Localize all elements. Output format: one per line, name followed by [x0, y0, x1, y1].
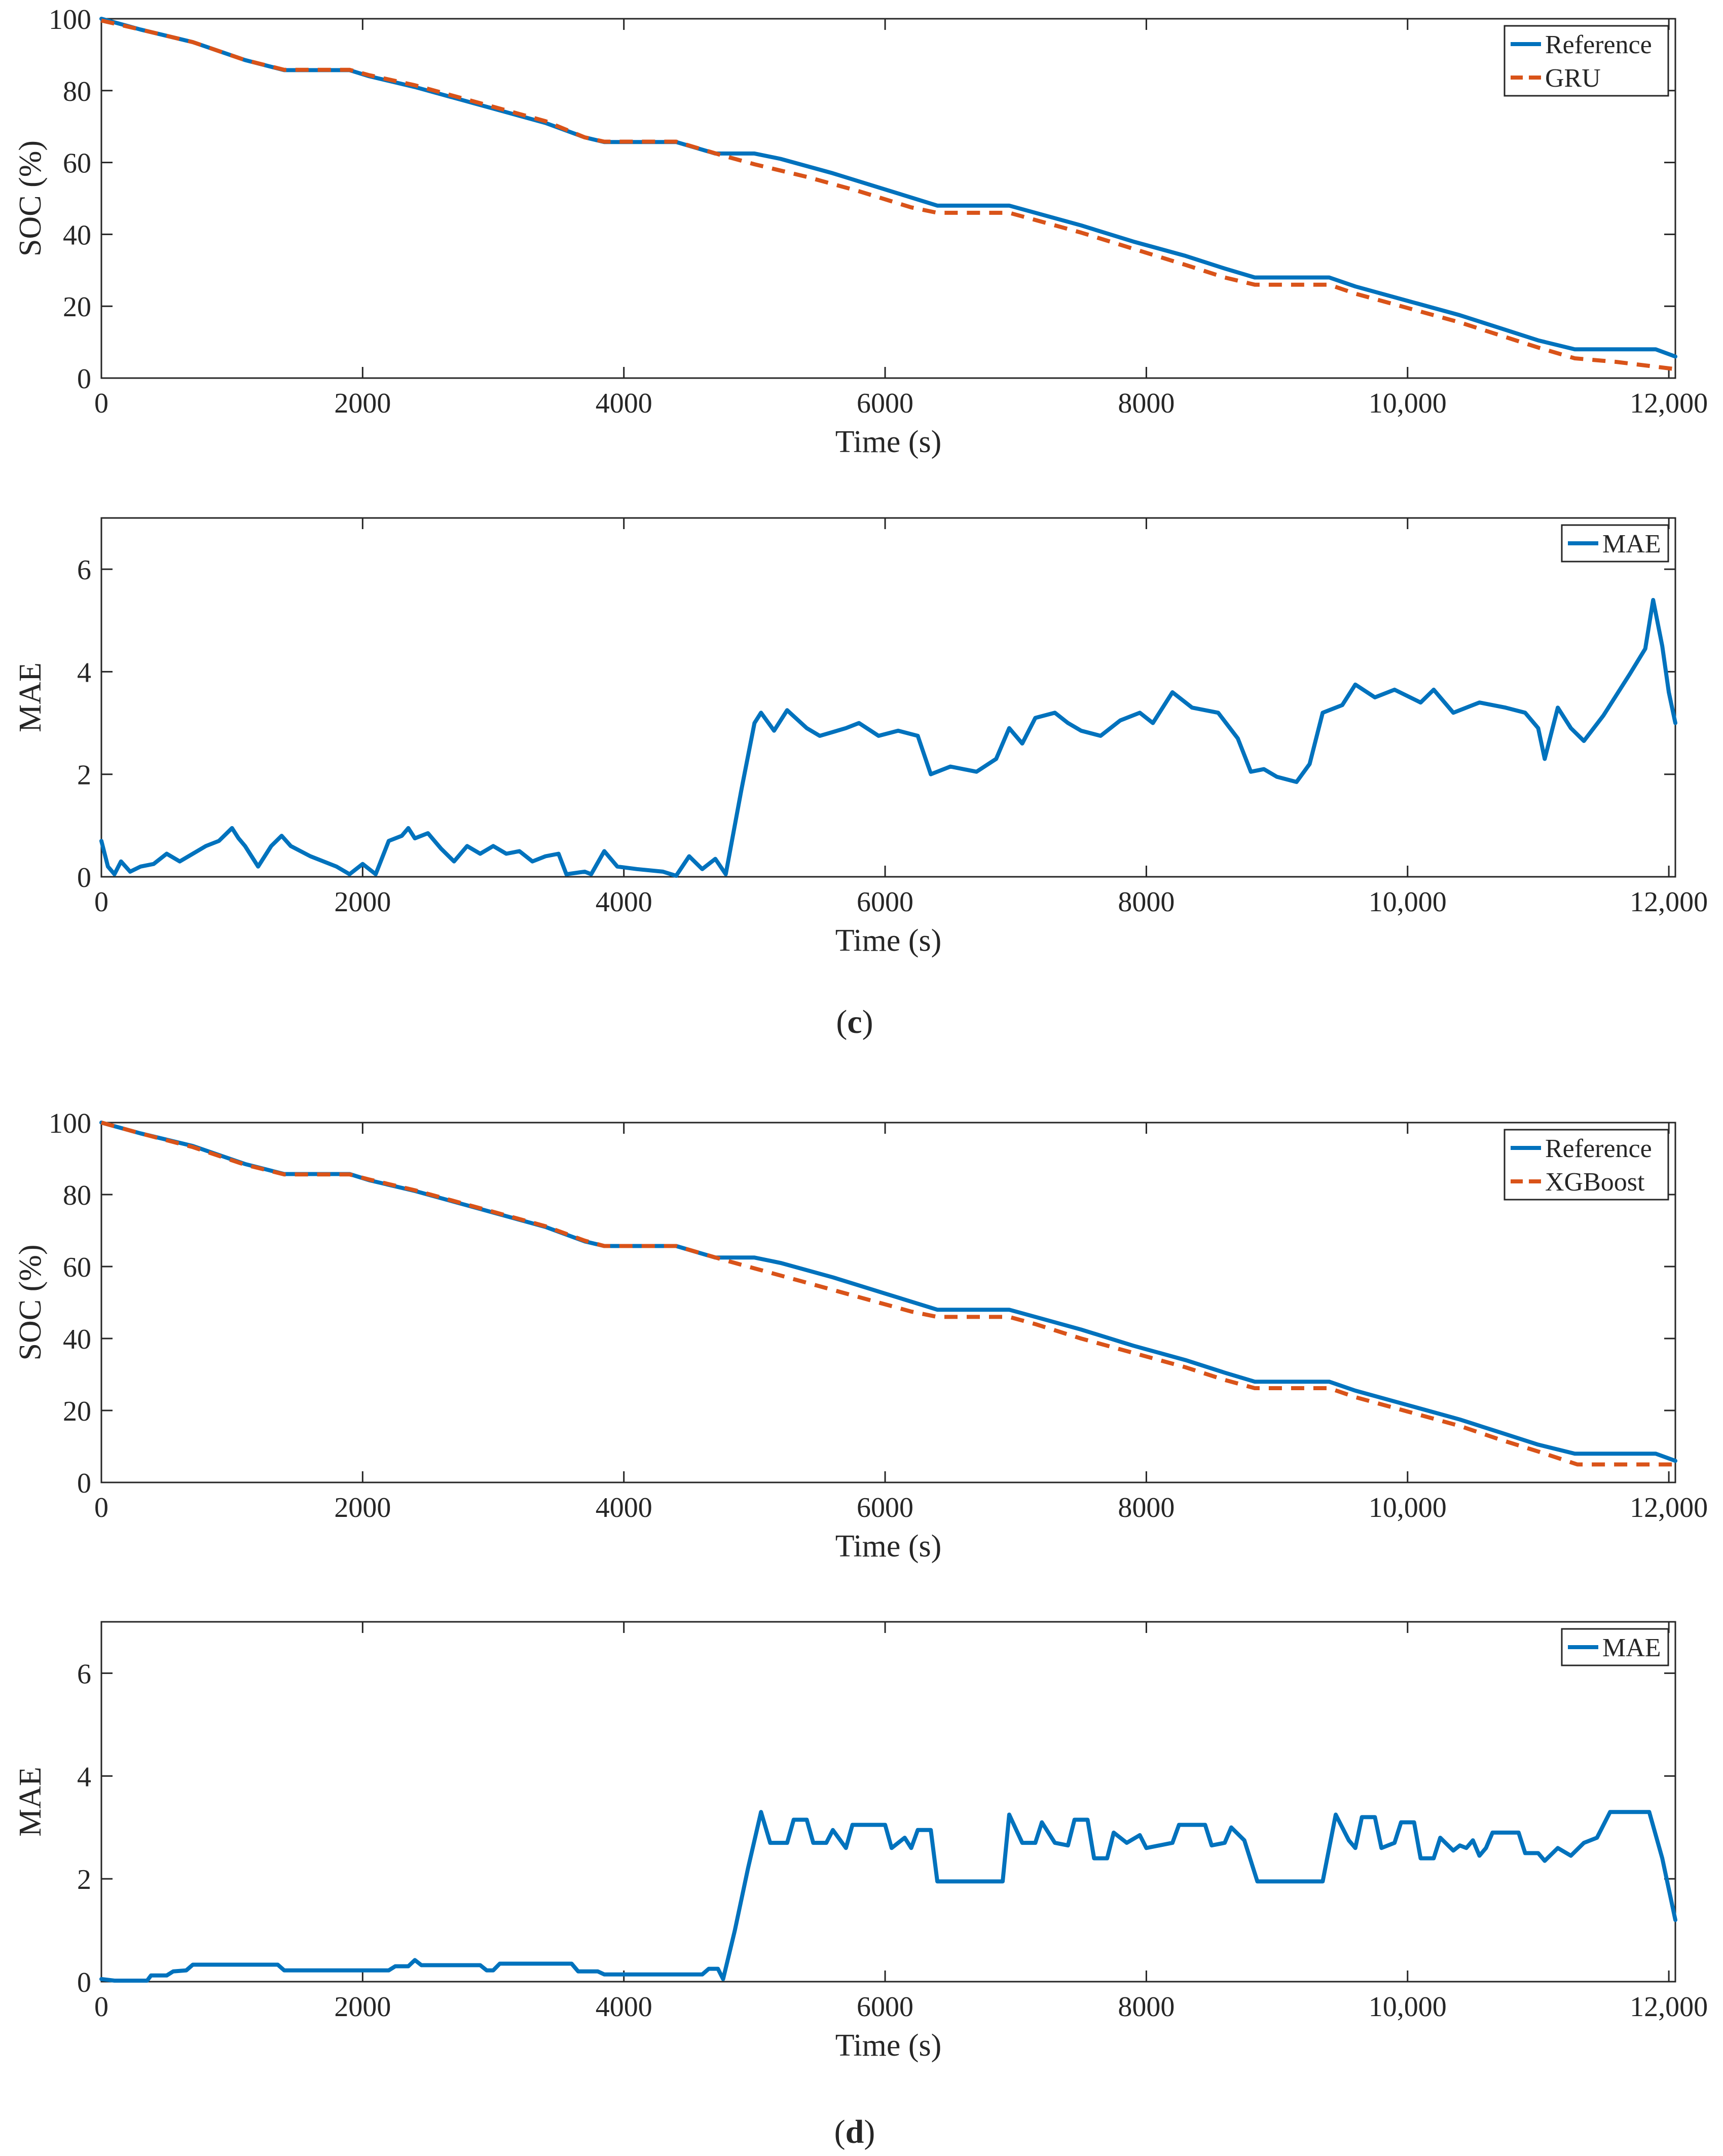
chart-c-soc: 0 2000 4000 6000 8000 10,000 12,000 0 20 40 60 80 10… — [13, 4, 1708, 459]
series-line-gru — [101, 18, 1676, 371]
x-tick-label: 8000 — [1118, 886, 1175, 918]
x-tick-label: 10,000 — [1369, 1492, 1447, 1523]
figure-caption-1: (d) — [834, 2113, 875, 2150]
legend-label-mae: MAE — [1602, 530, 1661, 559]
legend-box — [1504, 25, 1669, 97]
caption-part: ) — [862, 1003, 873, 1040]
x-tick-label: 0 — [94, 388, 108, 419]
legend-label-reference: Reference — [1545, 1134, 1652, 1163]
y-axis-title: SOC (%) — [13, 140, 48, 256]
y-tick-label: 4 — [77, 1761, 91, 1793]
y-axis-title: SOC (%) — [13, 1244, 48, 1360]
x-tick-label: 12,000 — [1630, 388, 1708, 419]
series-line-mae — [99, 598, 1677, 878]
legend: MAE — [1561, 524, 1669, 563]
x-tick-label: 8000 — [1118, 1492, 1175, 1523]
legend: Reference XGBoost — [1504, 1129, 1669, 1201]
plot-frame — [100, 517, 1676, 878]
legend-label-gru: GRU — [1545, 64, 1601, 93]
y-tick-label: 100 — [49, 1108, 91, 1139]
y-tick-label: 60 — [63, 1252, 91, 1283]
x-tick-label: 2000 — [334, 886, 391, 918]
y-tick-label: 2 — [77, 1864, 91, 1895]
x-tick-label: 8000 — [1118, 1991, 1175, 2023]
y-tick-label: 2 — [77, 760, 91, 791]
y-tick-label: 20 — [63, 1396, 91, 1427]
x-tick-label: 12,000 — [1630, 886, 1708, 918]
legend: MAE — [1561, 1628, 1669, 1666]
x-tick-label: 2000 — [334, 1991, 391, 2023]
caption-part: d — [846, 2113, 864, 2150]
caption-part: ) — [864, 2113, 875, 2150]
x-tick-label: 10,000 — [1369, 388, 1447, 419]
figure-caption-0: (c) — [836, 1003, 873, 1040]
series-line-reference — [99, 17, 1677, 359]
series-line-mae — [99, 1810, 1677, 1983]
chart-c-mae: 0 2000 4000 6000 8000 10,000 12,000 0 2 4 6 Time (s… — [13, 517, 1708, 958]
x-tick-label: 6000 — [857, 1492, 913, 1523]
y-tick-label: 40 — [63, 1324, 91, 1355]
plot-frame — [100, 1122, 1676, 1483]
x-tick-label: 10,000 — [1369, 886, 1447, 918]
chart-d-soc: 0 2000 4000 6000 8000 10,000 12,000 0 20 40 60 80 10… — [13, 1108, 1708, 1564]
x-tick-label: 4000 — [596, 886, 652, 918]
legend-label-reference: Reference — [1545, 30, 1652, 59]
x-tick-label: 6000 — [857, 1991, 913, 2023]
legend: Reference GRU — [1504, 25, 1669, 97]
series-line-xgboost — [100, 1121, 1675, 1467]
x-tick-label: 8000 — [1118, 388, 1175, 419]
x-tick-label: 4000 — [596, 1991, 652, 2023]
y-tick-label: 0 — [77, 1468, 91, 1499]
x-tick-label: 0 — [94, 1991, 108, 2023]
x-tick-label: 0 — [94, 886, 108, 918]
y-axis-title: MAE — [13, 1767, 48, 1837]
x-axis-title: Time (s) — [835, 1529, 942, 1564]
plot-frame — [100, 18, 1676, 379]
x-tick-label: 10,000 — [1369, 1991, 1447, 2023]
x-tick-label: 0 — [94, 1492, 108, 1523]
x-tick-label: 12,000 — [1630, 1492, 1708, 1523]
y-tick-label: 0 — [77, 1967, 91, 1998]
x-tick-label: 4000 — [596, 1492, 652, 1523]
x-tick-label: 2000 — [334, 1492, 391, 1523]
legend-label-mae: MAE — [1602, 1633, 1661, 1662]
legend-box — [1504, 1129, 1669, 1201]
plot-frame — [100, 1621, 1676, 1983]
x-tick-label: 4000 — [596, 388, 652, 419]
legend-label-xgboost: XGBoost — [1545, 1168, 1645, 1197]
y-tick-label: 40 — [63, 219, 91, 251]
x-axis-title: Time (s) — [835, 425, 942, 459]
caption-part: ( — [834, 2113, 846, 2150]
y-tick-label: 80 — [63, 1180, 91, 1211]
x-tick-label: 2000 — [334, 388, 391, 419]
x-tick-label: 6000 — [857, 388, 913, 419]
y-tick-label: 80 — [63, 76, 91, 107]
y-tick-label: 100 — [49, 4, 91, 35]
chart-d-mae: 0 2000 4000 6000 8000 10,000 12,000 0 2 4 6 Time (s… — [13, 1621, 1708, 2063]
series-line-reference — [99, 1121, 1677, 1463]
x-axis-title: Time (s) — [835, 923, 942, 958]
x-tick-label: 6000 — [857, 886, 913, 918]
y-tick-label: 0 — [77, 862, 91, 894]
y-tick-label: 60 — [63, 148, 91, 179]
caption-part: ( — [836, 1003, 847, 1040]
x-axis-title: Time (s) — [835, 2028, 942, 2063]
y-tick-label: 6 — [77, 1658, 91, 1690]
y-tick-label: 4 — [77, 657, 91, 688]
y-axis-title: MAE — [13, 662, 48, 732]
y-tick-label: 20 — [63, 291, 91, 323]
y-tick-label: 0 — [77, 363, 91, 395]
x-tick-label: 12,000 — [1630, 1991, 1708, 2023]
caption-part: c — [847, 1003, 862, 1040]
y-tick-label: 6 — [77, 554, 91, 586]
